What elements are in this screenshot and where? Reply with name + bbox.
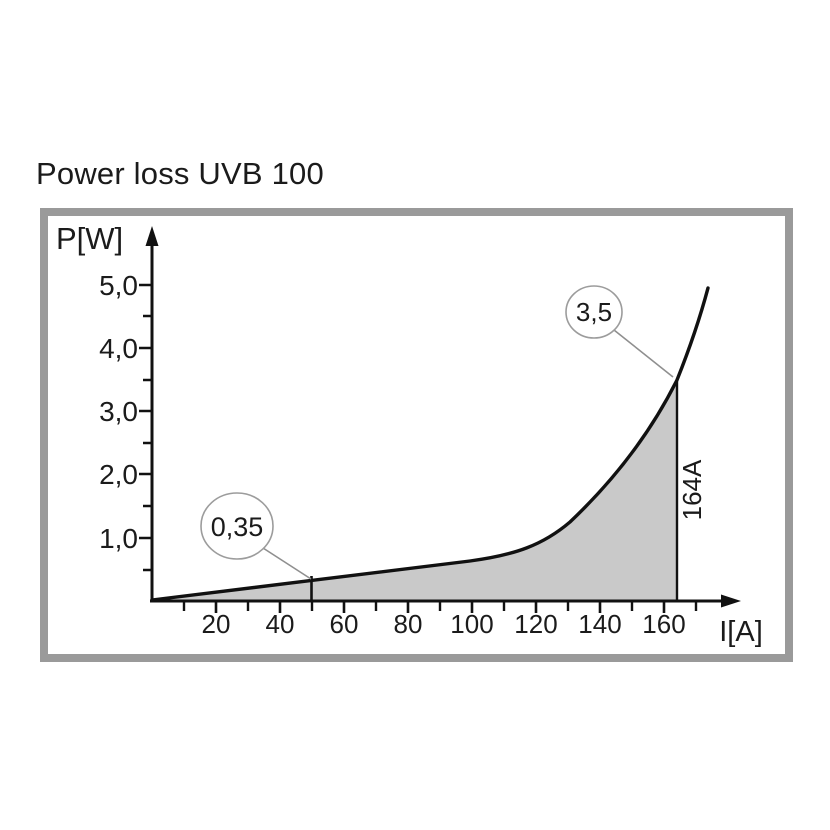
chart-frame: 0,35 3,5 164A P[W] I[A] 5,0 4,0 3,0 2,0 … xyxy=(40,208,793,662)
power-loss-curve xyxy=(150,286,710,602)
marker-label-164A: 164A xyxy=(677,459,707,520)
power-loss-chart-canvas: 0,35 3,5 164A P[W] I[A] 5,0 4,0 3,0 2,0 … xyxy=(56,221,763,648)
y-axis-minor-ticks xyxy=(143,314,153,572)
x-tick-label-40: 40 xyxy=(266,609,295,639)
x-tick-label-80: 80 xyxy=(394,609,423,639)
y-tick-label-2: 2,0 xyxy=(99,459,138,490)
callout-circle-035 xyxy=(200,492,274,560)
x-axis-title: I[A] xyxy=(719,616,763,648)
callout-circle-35 xyxy=(565,285,623,339)
x-tick-label-120: 120 xyxy=(514,609,557,639)
x-tick-label-140: 140 xyxy=(578,609,621,639)
y-tick-label-3: 3,0 xyxy=(99,396,138,427)
page-title: Power loss UVB 100 xyxy=(36,156,324,191)
x-tick-label-160: 160 xyxy=(642,609,685,639)
y-tick-label-1: 1,0 xyxy=(99,523,138,554)
x-tick-label-20: 20 xyxy=(202,609,231,639)
callout-label-035: 0,35 xyxy=(211,512,264,542)
y-axis-arrow xyxy=(145,226,159,246)
area-fill xyxy=(152,380,677,601)
x-axis-major-ticks xyxy=(214,601,666,613)
y-tick-label-5: 5,0 xyxy=(99,270,138,301)
callout-leader-035 xyxy=(262,547,312,580)
callout-label-35: 3,5 xyxy=(576,297,612,327)
x-tick-label-60: 60 xyxy=(330,609,359,639)
x-tick-label-100: 100 xyxy=(450,609,493,639)
y-tick-label-4: 4,0 xyxy=(99,333,138,364)
x-axis-arrow xyxy=(721,594,741,608)
y-axis-major-ticks xyxy=(139,283,153,540)
y-axis-title: P[W] xyxy=(56,221,123,256)
x-axis-minor-ticks xyxy=(182,601,698,611)
callout-leader-35 xyxy=(613,329,674,378)
